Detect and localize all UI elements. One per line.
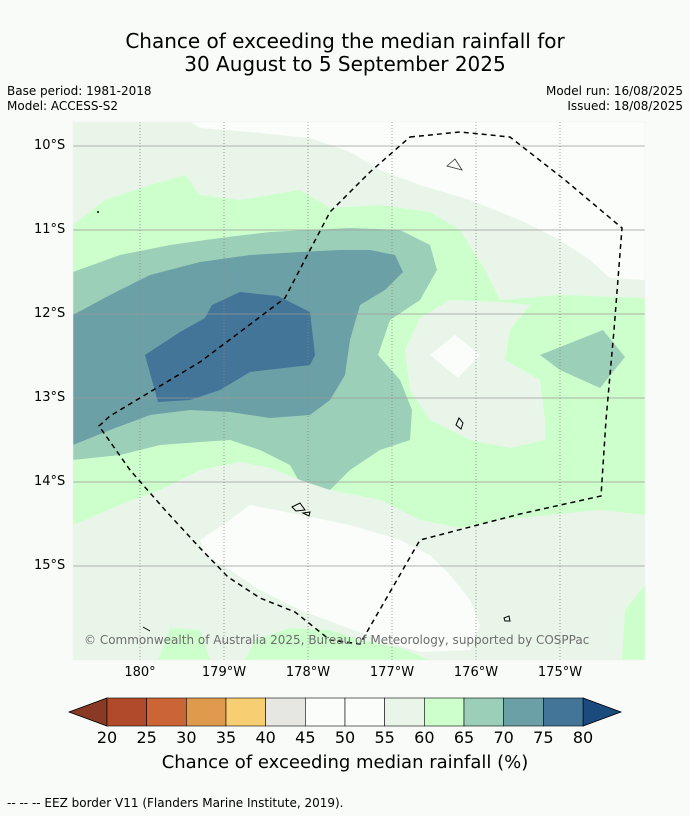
- region-60-65-south: [245, 628, 430, 660]
- model-name: Model: ACCESS-S2: [7, 99, 119, 113]
- colorbar-tick: 80: [572, 728, 594, 747]
- copyright-notice: © Commonwealth of Australia 2025, Bureau…: [84, 633, 590, 647]
- colorbar-tick: 60: [414, 728, 435, 747]
- colorbar-swatch: [265, 697, 306, 727]
- title-line-1: Chance of exceeding the median rainfall …: [125, 29, 565, 53]
- colorbar-swatch: [344, 697, 385, 727]
- colorbar-swatch: [543, 697, 584, 727]
- colorbar-tick: 35: [215, 728, 237, 747]
- map-frame: [72, 121, 646, 661]
- island-north: [446, 158, 463, 171]
- region-75-80: [145, 292, 315, 402]
- map-plot-area: [73, 122, 645, 660]
- colorbar-swatch: [186, 697, 227, 727]
- region-50-55-north: [190, 122, 645, 280]
- colorbar-swatch: [106, 697, 147, 727]
- lat-label: 13°S: [34, 390, 66, 405]
- colorbar-tick: 65: [453, 728, 475, 747]
- region-60-65-southwest: [158, 628, 210, 660]
- colorbar-swatch: [384, 697, 425, 727]
- colorbar-tick: 75: [533, 728, 554, 747]
- meta-left: Base period: 1981-2018 Model: ACCESS-S2: [7, 84, 152, 114]
- base-period: Base period: 1981-2018: [7, 84, 152, 98]
- island-south-a: [291, 502, 306, 512]
- region-55-60-inner: [405, 300, 545, 448]
- lon-label: 178°W: [285, 665, 331, 680]
- issued-date: Issued: 18/08/2025: [567, 99, 683, 113]
- lon-label: 176°W: [453, 665, 499, 680]
- colorbar-tick: 70: [493, 728, 514, 747]
- lon-label: 177°W: [369, 665, 415, 680]
- island-east: [455, 417, 464, 430]
- island-south-b: [301, 511, 311, 517]
- colorbar-extend-low: [67, 697, 108, 727]
- lat-label: 14°S: [34, 474, 66, 489]
- colorbar-swatch: [463, 697, 504, 727]
- island-dot: [97, 211, 99, 213]
- colorbar-tick: 20: [96, 728, 118, 747]
- colorbar-extend-high: [582, 697, 623, 727]
- model-run: Model run: 16/08/2025: [545, 84, 683, 98]
- chart-title: Chance of exceeding the median rainfall …: [0, 30, 690, 76]
- colorbar-tick: 55: [374, 728, 395, 747]
- lon-label: 180°: [124, 665, 156, 680]
- lat-label: 15°S: [34, 558, 66, 573]
- colorbar-tick: 40: [255, 728, 276, 747]
- colorbar-tick: 50: [334, 728, 356, 747]
- meta-right: Model run: 16/08/2025 Issued: 18/08/2025: [546, 84, 683, 114]
- lat-label: 11°S: [34, 222, 66, 237]
- island-southwest: [142, 626, 151, 632]
- colorbar-tick: 30: [176, 728, 197, 747]
- colorbar-swatch: [424, 697, 465, 727]
- region-50-55-south: [200, 505, 480, 652]
- colorbar-tick: 25: [136, 728, 157, 747]
- eez-border: [98, 131, 623, 645]
- colorbar: [67, 697, 623, 727]
- lat-label: 12°S: [34, 306, 66, 321]
- region-50-55-small: [430, 335, 480, 378]
- region-65-70-east: [540, 330, 625, 388]
- colorbar-label: Chance of exceeding median rainfall (%): [161, 752, 529, 773]
- graticule: [73, 145, 645, 567]
- colorbar-swatch: [305, 697, 346, 727]
- lon-label: 175°W: [537, 665, 583, 680]
- footer-note: -- -- -- EEZ border V11 (Flanders Marine…: [7, 796, 344, 810]
- lon-label: 179°W: [201, 665, 247, 680]
- lat-label: 10°S: [34, 138, 66, 153]
- colorbar-swatch: [503, 697, 544, 727]
- colorbar-swatch: [225, 697, 266, 727]
- island-southeast: [503, 615, 511, 622]
- colorbar-swatch: [146, 697, 187, 727]
- region-60-65-southeast: [622, 585, 645, 660]
- colorbar-tick: 45: [295, 728, 316, 747]
- title-line-2: 30 August to 5 September 2025: [184, 52, 506, 76]
